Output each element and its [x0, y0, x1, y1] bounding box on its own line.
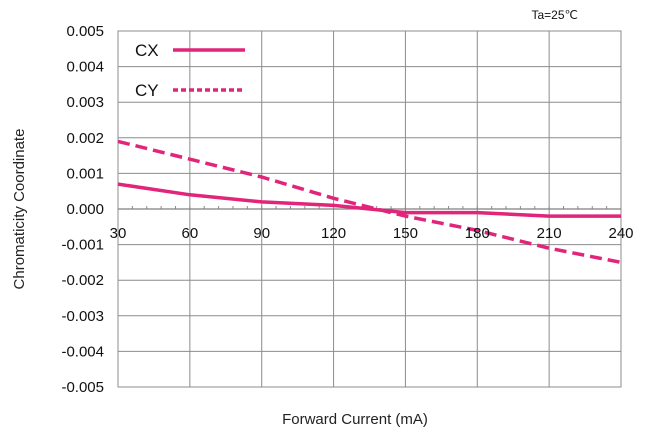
y-tick-label: -0.002 — [61, 272, 104, 289]
series-layer — [117, 139, 622, 265]
x-tick-label: 240 — [608, 225, 633, 242]
series-line-cy — [117, 139, 622, 265]
y-tick-label: 0.004 — [66, 59, 104, 76]
x-tick-label: 150 — [393, 225, 418, 242]
legend-label-cy: CY — [135, 81, 159, 100]
y-tick-label: 0.003 — [66, 94, 104, 111]
y-tick-label: 0.000 — [66, 201, 104, 218]
x-tick-label: 180 — [465, 225, 490, 242]
x-axis-title: Forward Current (mA) — [282, 411, 428, 428]
y-tick-label: 0.005 — [66, 23, 104, 40]
y-tick-label: -0.001 — [61, 237, 104, 254]
legend: CX CY — [135, 41, 245, 100]
y-tick-label: 0.002 — [66, 130, 104, 147]
x-tick-label: 120 — [321, 225, 346, 242]
y-axis-title: Chromaticity Coordinate — [11, 129, 28, 290]
y-tick-label: -0.003 — [61, 308, 104, 325]
x-tick-label: 210 — [537, 225, 562, 242]
y-tick-labels: 0.005 0.004 0.003 0.002 0.001 0.000 -0.001 -0.0… — [61, 23, 104, 396]
x-tick-label: 90 — [253, 225, 270, 242]
x-tick-label: 30 — [110, 225, 127, 242]
annotation-temperature: Ta=25℃ — [531, 8, 578, 22]
x-tick-labels: 30 60 90 120 150 180 210 240 — [110, 225, 634, 242]
y-tick-label: -0.005 — [61, 379, 104, 396]
y-tick-label: 0.001 — [66, 165, 104, 182]
x-tick-label: 60 — [182, 225, 199, 242]
y-tick-label: -0.004 — [61, 343, 104, 360]
legend-label-cx: CX — [135, 41, 159, 60]
